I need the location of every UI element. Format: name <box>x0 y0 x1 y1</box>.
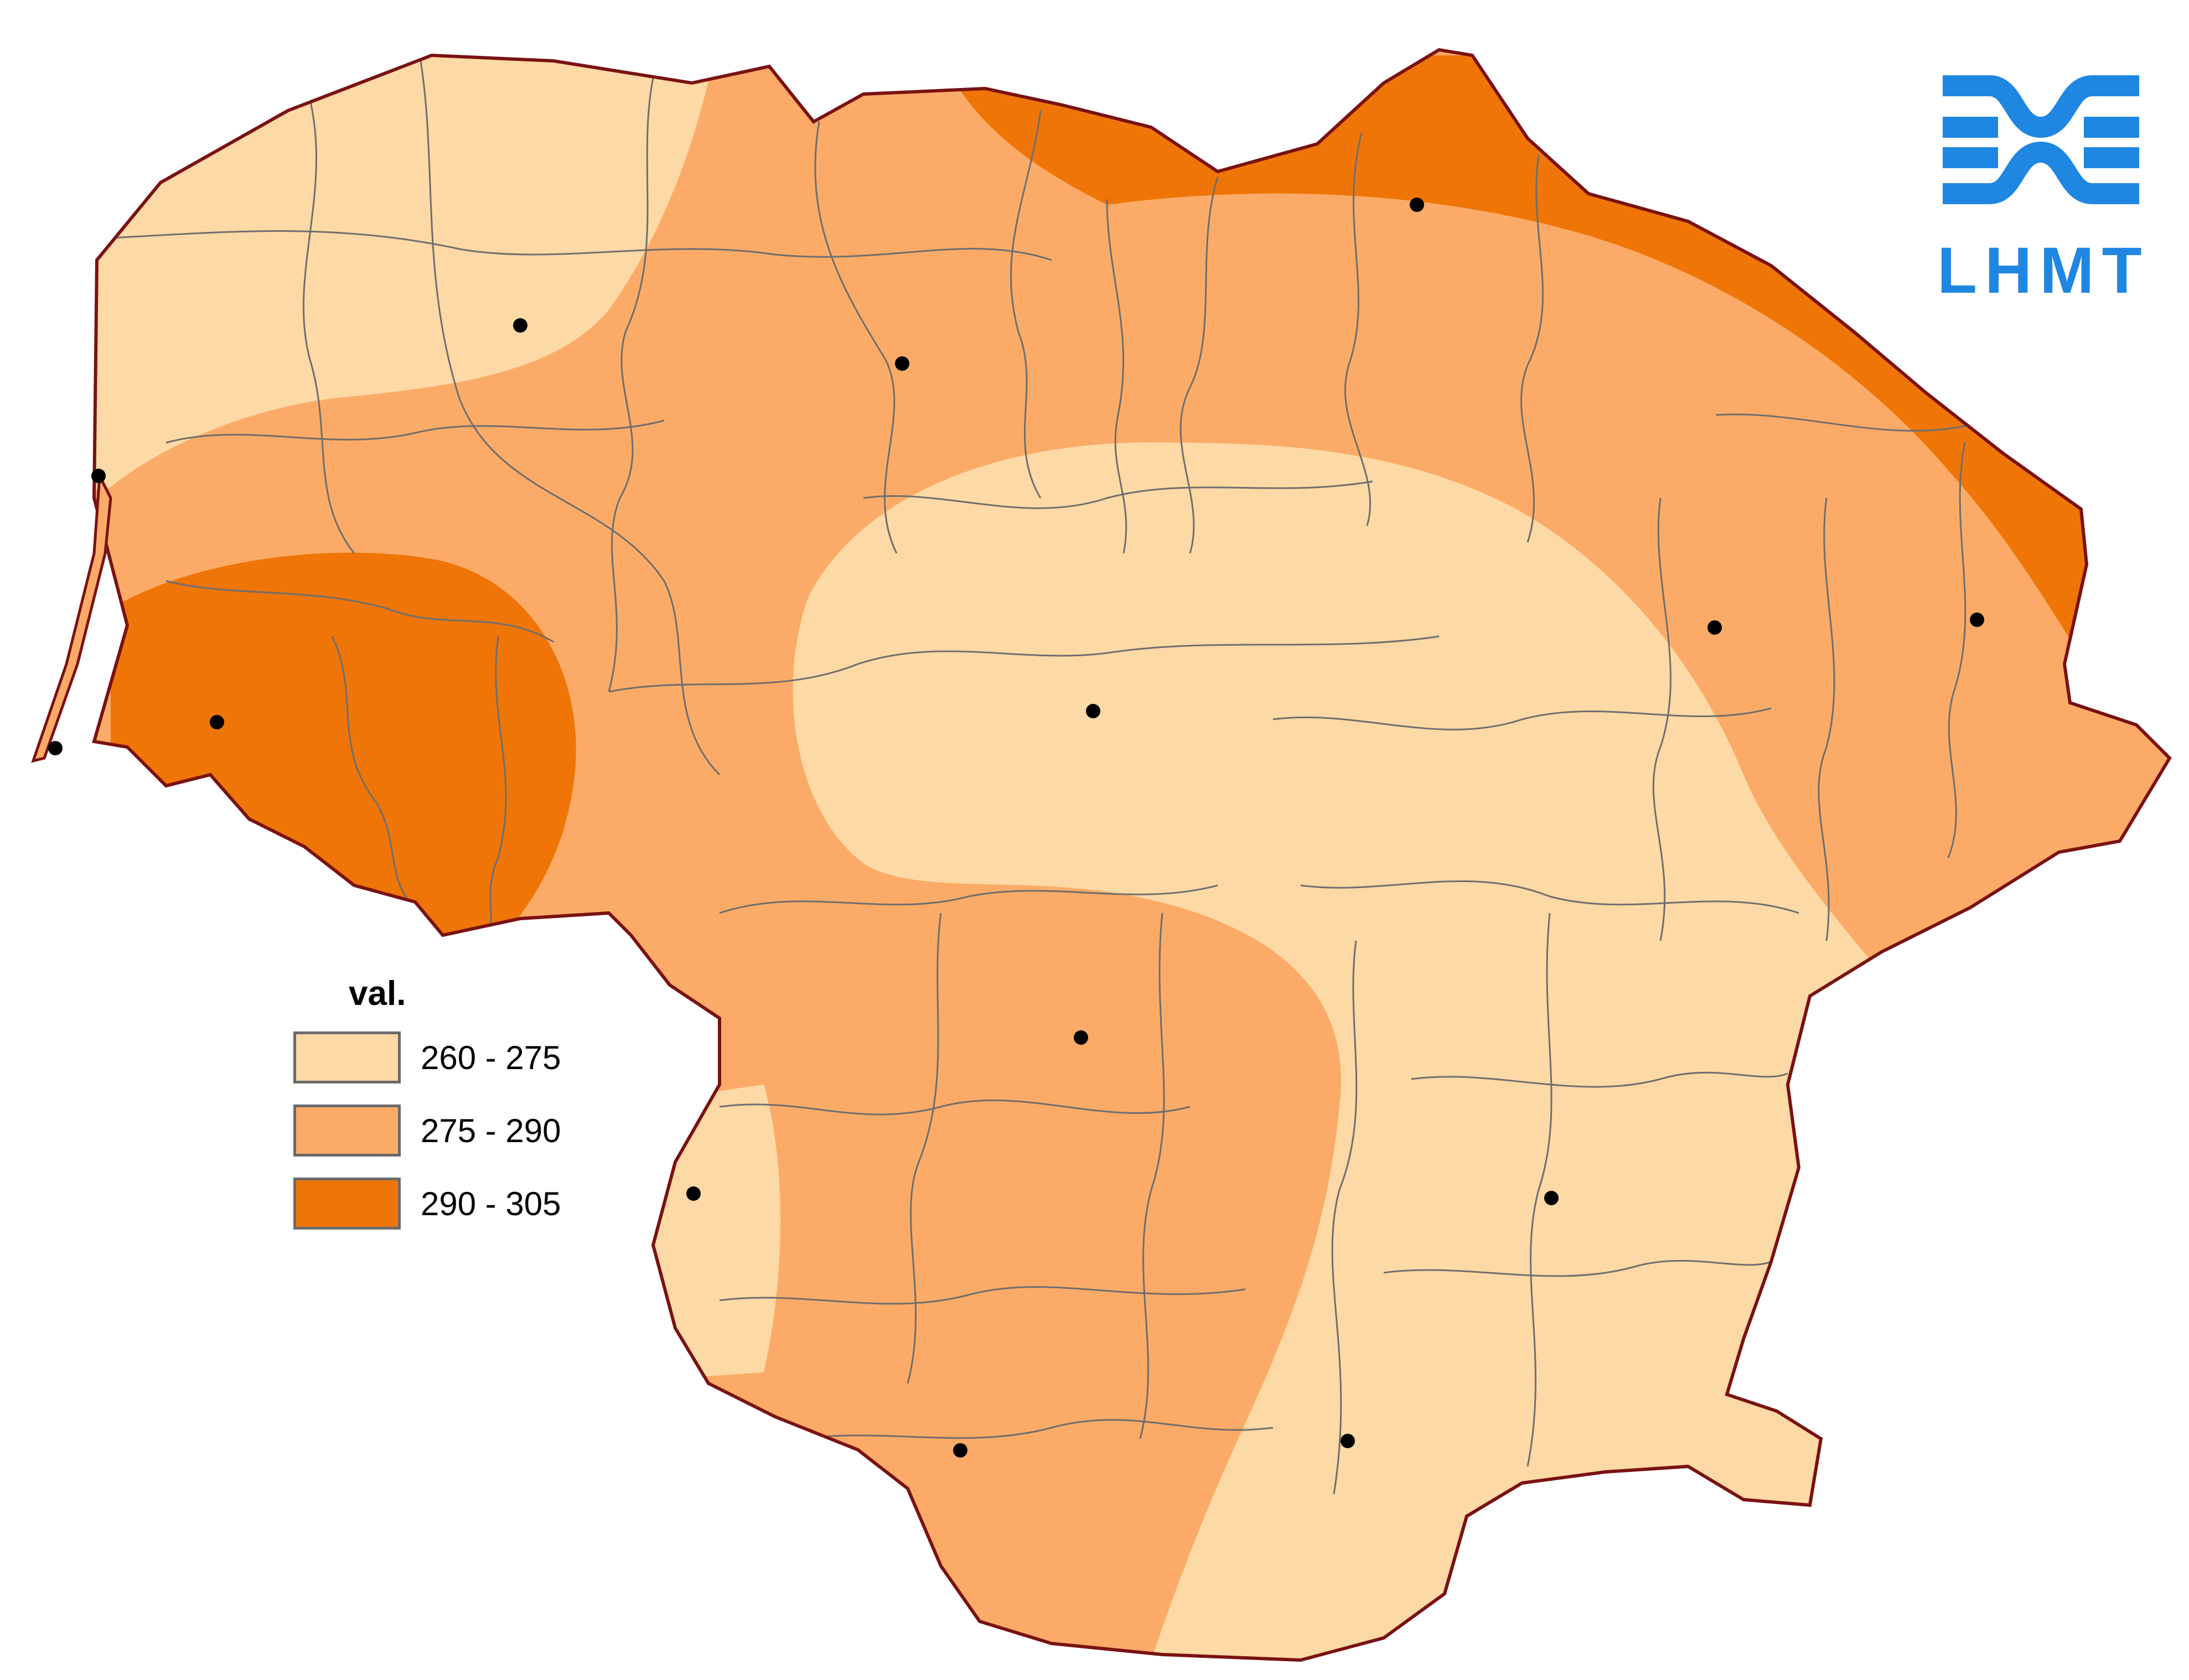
curonian-spit <box>31 470 112 763</box>
station-dot <box>210 715 224 729</box>
legend-label-high: 290 - 305 <box>421 1185 561 1222</box>
legend-item-high: 290 - 305 <box>293 1176 561 1231</box>
station-dot <box>1086 704 1100 718</box>
country-border <box>92 48 2172 1662</box>
legend-swatch-high <box>293 1178 401 1230</box>
legend-label-mid: 275 - 290 <box>421 1112 561 1149</box>
station-dot <box>1410 198 1424 212</box>
legend-swatch-low <box>293 1031 401 1083</box>
station-dot <box>1707 620 1722 635</box>
zone-low-central <box>793 442 1882 1660</box>
zone-low-northwest <box>94 55 714 498</box>
station-dot <box>513 318 527 333</box>
station-dot <box>1074 1030 1088 1045</box>
district-boundaries <box>110 60 2082 1495</box>
legend-title: val. <box>349 974 406 1013</box>
station-dot <box>1970 613 1984 627</box>
station-dot <box>895 356 909 371</box>
station-dot <box>953 1443 967 1458</box>
legend-swatch-mid <box>293 1105 401 1157</box>
zone-high-west <box>111 552 576 941</box>
station-dot <box>686 1186 701 1201</box>
logo-text: LHMT <box>1937 234 2150 307</box>
legend-label-low: 260 - 275 <box>421 1039 561 1076</box>
station-dot <box>1341 1434 1355 1448</box>
lhmt-logo: LHMT <box>1937 61 2145 308</box>
station-markers <box>48 198 1984 1458</box>
waves-emblem-icon <box>1943 75 2139 204</box>
legend-item-low: 260 - 275 <box>293 1030 561 1085</box>
station-dot <box>48 741 63 755</box>
legend: val. 260 - 275 275 - 290 290 - 305 <box>293 974 561 1249</box>
station-dot <box>91 469 106 483</box>
legend-item-mid: 275 - 290 <box>293 1103 561 1158</box>
station-dot <box>1544 1191 1559 1205</box>
